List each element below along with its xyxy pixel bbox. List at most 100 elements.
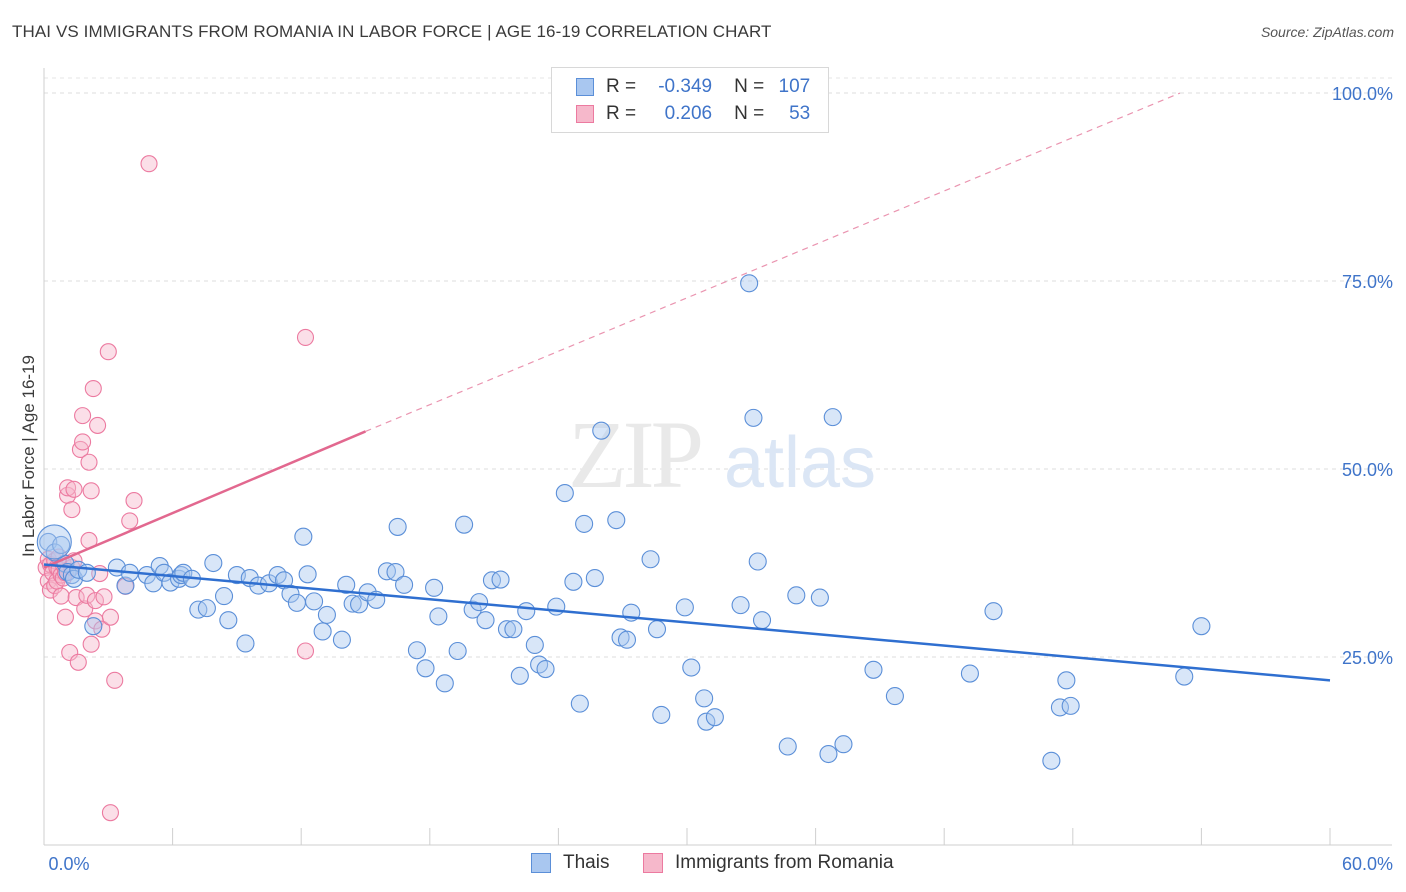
thais-point [219,611,238,630]
thais-point [386,562,405,582]
romania-label: Immigrants from Romania [675,852,894,873]
thais-point [778,737,797,756]
romania-point [80,453,98,471]
thais-point [744,408,763,427]
thais-point [1175,667,1194,686]
thais-point [298,565,317,584]
romania-trend-line [43,430,366,569]
thais-point [313,622,332,641]
thais-point [317,605,336,624]
romania-point [69,653,87,671]
thais-point [575,514,594,533]
thais-point [864,660,883,679]
x-tick-label: 60.0% [1342,854,1393,874]
thais-point [675,598,694,617]
thais-point [343,594,362,613]
legend-r-label: R = [606,76,637,97]
thais-point [388,517,407,536]
thais-point [1057,671,1076,690]
thais-point [332,630,351,649]
thais-point [984,602,1003,621]
correlation-legend: R = -0.349 N = 107 R = 0.206 N = 53 [551,67,829,133]
thais-point [740,274,759,293]
legend-item-thais[interactable]: Thais [531,852,609,874]
legend-r-value: 0.206 [664,103,713,124]
thais-point [564,572,583,591]
romania-trend-extension [365,92,1181,432]
y-tick-label: 100.0% [1332,84,1393,104]
thais-point [305,592,324,611]
thais-swatch [531,853,551,873]
legend-n-value: 107 [778,76,811,97]
axes [43,68,1392,846]
romania-point [101,804,119,822]
thais-point [236,634,255,653]
thais-point [652,705,671,724]
romania-point [86,592,104,610]
legend-row-romania: R = 0.206 N = 53 [576,101,810,127]
thais-point [752,611,772,630]
thais-point [555,484,574,503]
thais-point [504,620,523,639]
romania-point [121,512,139,530]
chart-title: THAI VS IMMIGRANTS FROM ROMANIA IN LABOR… [12,22,772,41]
thais-point [607,511,626,530]
legend-n-label: N = [734,76,765,97]
thais-point [570,694,589,713]
romania-point [74,407,92,425]
thais-point [697,712,716,731]
romania-point [82,635,100,653]
thais-point [834,735,853,754]
thais-point [885,687,904,706]
thais-point [1042,751,1061,770]
thais-point [592,421,611,440]
romania-point [67,589,85,607]
thais-point [425,578,444,597]
thais-trend-line [43,563,1331,682]
thais-point [585,569,604,588]
romania-point [78,586,96,604]
thais-point [682,658,701,677]
thais-point [204,553,223,573]
thais-point [810,588,829,607]
legend-r-value: -0.349 [658,76,713,97]
legend-item-romania[interactable]: Immigrants from Romania [643,852,894,874]
thais-point [395,575,414,594]
thais-point [517,602,536,621]
thais-point [647,620,667,639]
thais-point [407,641,426,660]
watermark-zip: ZIP [568,401,701,508]
y-tick-label: 75.0% [1342,272,1393,292]
thais-point-cluster [36,524,72,560]
series-legend: Thais Immigrants from Romania [0,852,1406,878]
thais-label: Thais [563,852,610,873]
watermark: ZIP atlas [568,401,876,508]
thais-point [337,575,356,594]
thais-point [491,570,510,589]
romania-point [99,343,117,361]
thais-point [748,552,767,571]
romania-point [125,492,143,510]
romania-point [89,416,107,434]
thais-point [435,674,454,693]
legend-n-label: N = [734,103,765,124]
romania-point [296,328,315,346]
trend-lines-front [43,92,1331,682]
y-axis-label: In Labor Force | Age 16-19 [19,355,38,557]
y-tick-label: 25.0% [1342,648,1393,668]
y-tick-label: 50.0% [1342,460,1393,480]
series-thais-points [36,274,1211,770]
thais-point [823,408,842,427]
thais-point [52,535,71,555]
romania-point [52,587,70,605]
watermark-atlas: atlas [724,423,876,503]
thais-point [463,600,482,619]
legend-swatch-blue [576,78,594,96]
thais-point [45,543,64,562]
thais-point [1061,696,1080,715]
thais-point [214,587,234,606]
romania-point [95,588,113,606]
thais-point [819,744,838,764]
thais-point [84,617,103,636]
